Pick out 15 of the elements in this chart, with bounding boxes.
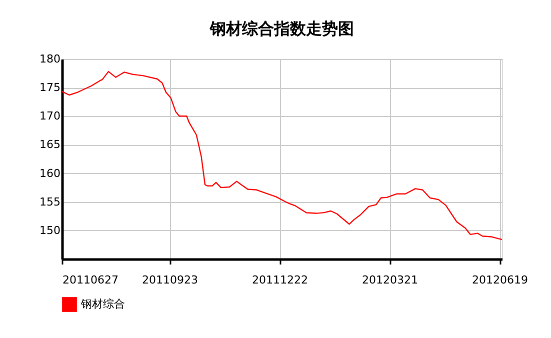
y-tick-label: 150 [40,224,60,237]
x-tick-label: 20110923 [142,274,198,286]
legend-label: 钢材综合 [80,298,125,310]
y-tick-label: 165 [40,138,60,152]
x-tick-label: 20110627 [62,274,118,286]
y-tick-label: 155 [40,195,60,208]
chart-title: 钢材综合指数走势图 [209,19,354,38]
y-tick-label: 175 [40,81,60,94]
line-series [61,70,503,240]
y-tick-label: 170 [40,110,60,123]
x-tick-label: 20111222 [252,274,308,286]
x-tick-label: 20120619 [472,274,528,286]
y-tick-label: 160 [40,166,60,180]
y-tick-label: 180 [40,52,60,66]
x-tick-label: 20120321 [362,274,418,286]
